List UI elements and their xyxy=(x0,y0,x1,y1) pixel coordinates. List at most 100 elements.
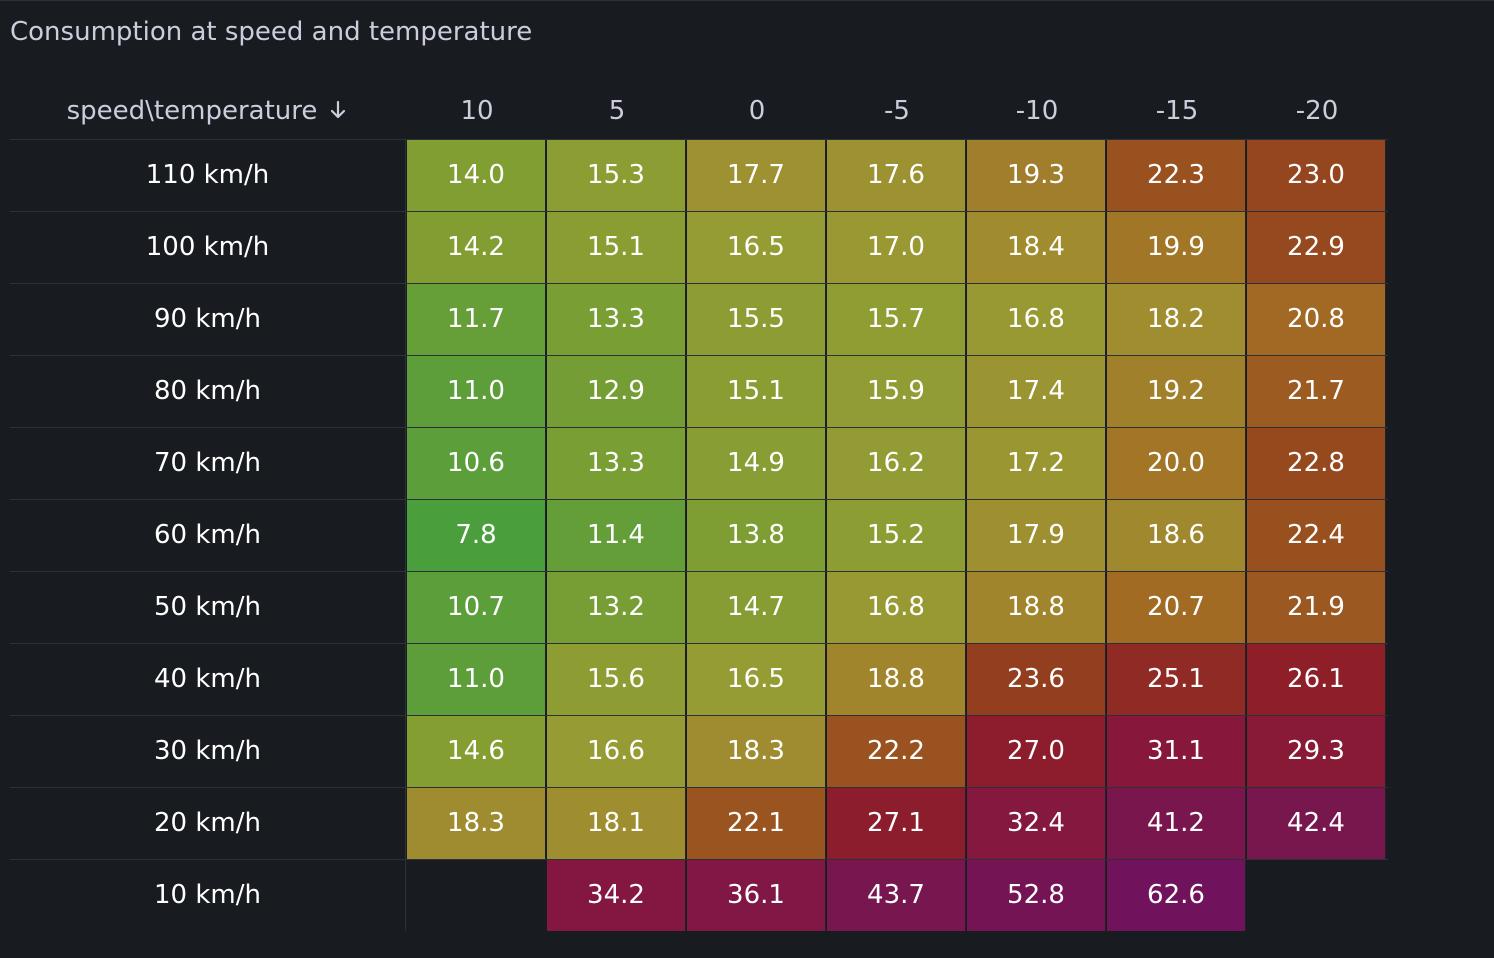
heatmap-cell[interactable]: 15.3 xyxy=(547,140,686,211)
heatmap-cell[interactable]: 15.2 xyxy=(827,500,966,571)
heatmap-cell[interactable]: 17.9 xyxy=(967,500,1106,571)
heatmap-cell[interactable]: 18.8 xyxy=(827,644,966,715)
heatmap-cell[interactable]: 15.1 xyxy=(547,212,686,283)
heatmap-cell[interactable]: 15.9 xyxy=(827,356,966,427)
column-header-temp[interactable]: 5 xyxy=(608,96,626,126)
heatmap-cell[interactable] xyxy=(407,860,546,931)
heatmap-cell[interactable]: 18.1 xyxy=(547,788,686,859)
heatmap-cell[interactable]: 22.3 xyxy=(1107,140,1246,211)
heatmap-cell[interactable]: 18.6 xyxy=(1107,500,1246,571)
column-header-temp[interactable]: 10 xyxy=(460,96,494,126)
heatmap-cell[interactable]: 22.9 xyxy=(1247,212,1386,283)
heatmap-cell[interactable]: 13.3 xyxy=(547,284,686,355)
heatmap-cell[interactable]: 7.8 xyxy=(407,500,546,571)
heatmap-cell[interactable]: 17.7 xyxy=(687,140,826,211)
row-header-speed: 20 km/h xyxy=(10,788,406,859)
heatmap-cell[interactable]: 16.8 xyxy=(827,572,966,643)
heatmap-cell[interactable]: 20.0 xyxy=(1107,428,1246,499)
panel-title[interactable]: Consumption at speed and temperature xyxy=(10,17,533,47)
heatmap-cell[interactable]: 18.3 xyxy=(407,788,546,859)
heatmap-cell[interactable]: 32.4 xyxy=(967,788,1106,859)
arrow-down-icon xyxy=(331,100,346,119)
heatmap-cell[interactable]: 15.7 xyxy=(827,284,966,355)
heatmap-cell[interactable]: 22.2 xyxy=(827,716,966,787)
heatmap-cell[interactable]: 19.9 xyxy=(1107,212,1246,283)
heatmap-cell[interactable]: 18.3 xyxy=(687,716,826,787)
heatmap-cell[interactable]: 13.2 xyxy=(547,572,686,643)
heatmap-cell[interactable]: 19.2 xyxy=(1107,356,1246,427)
row-header-speed: 110 km/h xyxy=(10,140,406,211)
heatmap-cell[interactable]: 22.1 xyxy=(687,788,826,859)
heatmap-cell[interactable]: 22.4 xyxy=(1247,500,1386,571)
heatmap-cell[interactable]: 15.5 xyxy=(687,284,826,355)
heatmap-cell[interactable]: 52.8 xyxy=(967,860,1106,931)
heatmap-cell[interactable]: 11.0 xyxy=(407,356,546,427)
heatmap-cell[interactable]: 14.0 xyxy=(407,140,546,211)
heatmap-cell[interactable]: 27.0 xyxy=(967,716,1106,787)
heatmap-cell[interactable]: 19.3 xyxy=(967,140,1106,211)
heatmap-cell[interactable]: 31.1 xyxy=(1107,716,1246,787)
heatmap-cell[interactable]: 11.7 xyxy=(407,284,546,355)
column-header-speed-temperature[interactable]: speed\temperature xyxy=(10,73,406,139)
heatmap-cell[interactable]: 16.8 xyxy=(967,284,1106,355)
heatmap-cell[interactable]: 14.6 xyxy=(407,716,546,787)
heatmap-cell[interactable]: 23.0 xyxy=(1247,140,1386,211)
heatmap-cell[interactable]: 13.3 xyxy=(547,428,686,499)
table-row: 30 km/h 14.6 16.6 18.3 22.2 27.0 31.1 29.3 xyxy=(10,716,1388,788)
heatmap-cell[interactable]: 17.0 xyxy=(827,212,966,283)
table-row: 50 km/h 10.7 13.2 14.7 16.8 18.8 20.7 21.9 xyxy=(10,572,1388,644)
heatmap-cell[interactable]: 14.9 xyxy=(687,428,826,499)
heatmap-cell[interactable]: 12.9 xyxy=(547,356,686,427)
column-header-label: speed\temperature xyxy=(66,96,318,126)
heatmap-cell[interactable]: 17.2 xyxy=(967,428,1106,499)
row-header-speed: 60 km/h xyxy=(10,500,406,571)
heatmap-cell[interactable]: 34.2 xyxy=(547,860,686,931)
table-row: 70 km/h 10.6 13.3 14.9 16.2 17.2 20.0 22.8 xyxy=(10,428,1388,500)
heatmap-cell[interactable]: 10.6 xyxy=(407,428,546,499)
heatmap-cell[interactable]: 62.6 xyxy=(1107,860,1246,931)
heatmap-cell[interactable]: 21.7 xyxy=(1247,356,1386,427)
column-header-temp[interactable]: -20 xyxy=(1295,96,1339,126)
heatmap-cell[interactable]: 20.8 xyxy=(1247,284,1386,355)
heatmap-cell[interactable]: 20.7 xyxy=(1107,572,1246,643)
heatmap-cell[interactable]: 29.3 xyxy=(1247,716,1386,787)
heatmap-cell[interactable]: 15.6 xyxy=(547,644,686,715)
heatmap-cell[interactable]: 43.7 xyxy=(827,860,966,931)
table-row: 60 km/h 7.8 11.4 13.8 15.2 17.9 18.6 22.4 xyxy=(10,500,1388,572)
heatmap-cell[interactable]: 16.2 xyxy=(827,428,966,499)
heatmap-cell[interactable]: 36.1 xyxy=(687,860,826,931)
heatmap-cell[interactable]: 21.9 xyxy=(1247,572,1386,643)
heatmap-cell[interactable]: 25.1 xyxy=(1107,644,1246,715)
heatmap-cell[interactable]: 17.6 xyxy=(827,140,966,211)
heatmap-cell[interactable] xyxy=(1247,860,1386,931)
heatmap-cell[interactable]: 18.4 xyxy=(967,212,1106,283)
heatmap-cell[interactable]: 18.8 xyxy=(967,572,1106,643)
heatmap-cell[interactable]: 10.7 xyxy=(407,572,546,643)
heatmap-cell[interactable]: 16.6 xyxy=(547,716,686,787)
column-header-temp[interactable]: 0 xyxy=(748,96,766,126)
heatmap-cell[interactable]: 23.6 xyxy=(967,644,1106,715)
column-header-temp[interactable]: -5 xyxy=(884,96,910,126)
heatmap-cell[interactable]: 11.4 xyxy=(547,500,686,571)
heatmap-cell[interactable]: 18.2 xyxy=(1107,284,1246,355)
row-header-speed: 30 km/h xyxy=(10,716,406,787)
heatmap-cell[interactable]: 14.7 xyxy=(687,572,826,643)
heatmap-cell[interactable]: 14.2 xyxy=(407,212,546,283)
row-header-speed: 50 km/h xyxy=(10,572,406,643)
column-header-temp[interactable]: -10 xyxy=(1015,96,1059,126)
table-row: 90 km/h 11.7 13.3 15.5 15.7 16.8 18.2 20.8 xyxy=(10,284,1388,356)
heatmap-cell[interactable]: 41.2 xyxy=(1107,788,1246,859)
column-header-temp[interactable]: -15 xyxy=(1155,96,1199,126)
heatmap-cell[interactable]: 42.4 xyxy=(1247,788,1386,859)
table-header: speed\temperature 10 5 0 -5 -10 -15 -20 xyxy=(10,73,1388,140)
heatmap-cell[interactable]: 16.5 xyxy=(687,644,826,715)
heatmap-cell[interactable]: 16.5 xyxy=(687,212,826,283)
heatmap-cell[interactable]: 13.8 xyxy=(687,500,826,571)
heatmap-cell[interactable]: 11.0 xyxy=(407,644,546,715)
heatmap-cell[interactable]: 27.1 xyxy=(827,788,966,859)
heatmap-cell[interactable]: 15.1 xyxy=(687,356,826,427)
heatmap-cell[interactable]: 22.8 xyxy=(1247,428,1386,499)
heatmap-cell[interactable]: 26.1 xyxy=(1247,644,1386,715)
heatmap-cell[interactable]: 17.4 xyxy=(967,356,1106,427)
